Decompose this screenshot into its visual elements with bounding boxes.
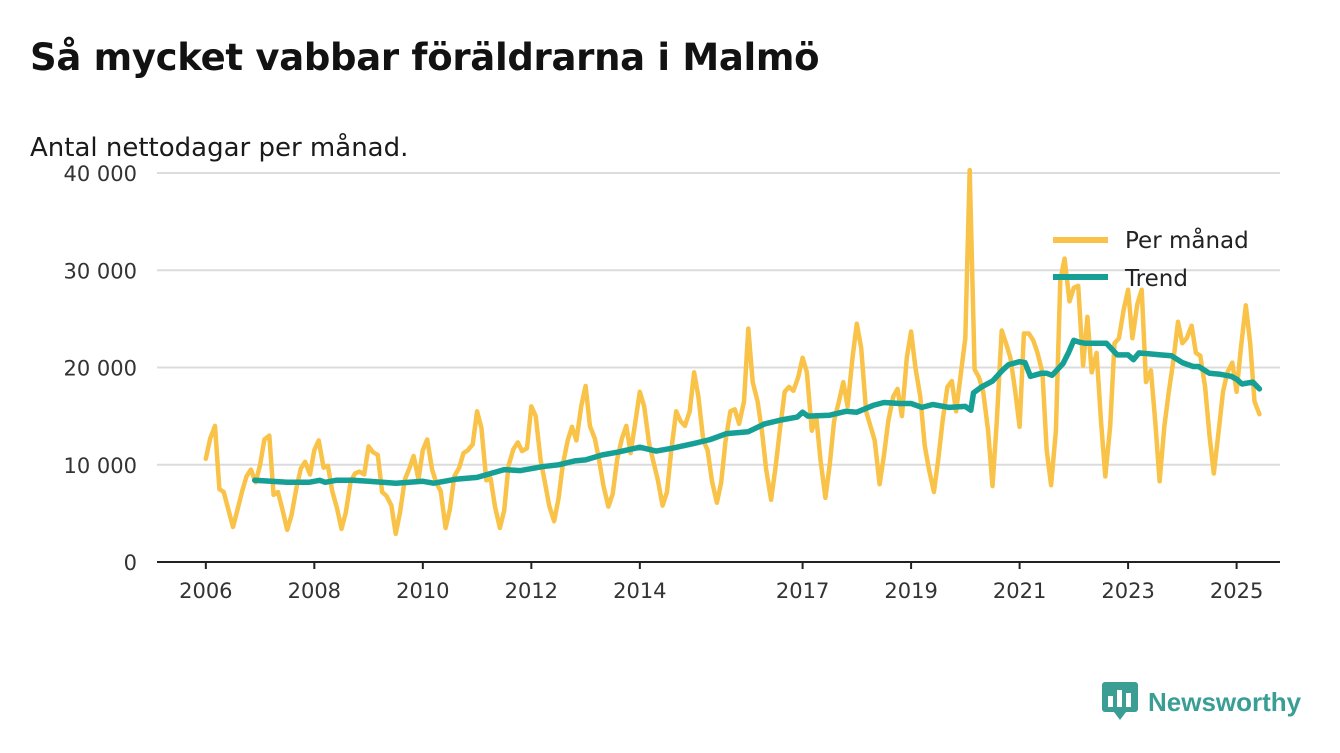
- y-tick-label: 20 000: [64, 357, 137, 381]
- y-tick-label: 30 000: [64, 259, 137, 283]
- chart-subtitle: Antal nettodagar per månad.: [30, 133, 409, 163]
- plot-area: [203, 167, 1263, 537]
- x-tick-label: 2025: [1210, 579, 1263, 603]
- series-line-trend: [251, 337, 1263, 486]
- series-line-per-manad: [203, 167, 1262, 537]
- x-tick-label: 2019: [884, 579, 937, 603]
- x-tick-label: 2012: [505, 579, 558, 603]
- newsworthy-logo-icon: [1102, 682, 1138, 720]
- brand-name: Newsworthy: [1148, 686, 1302, 717]
- x-tick-label: 2014: [613, 579, 666, 603]
- x-tick-label: 2021: [993, 579, 1046, 603]
- y-tick-label: 40 000: [64, 162, 137, 186]
- newsworthy-brand[interactable]: Newsworthy: [1102, 682, 1301, 722]
- legend-label-per-manad: Per månad: [1125, 226, 1249, 254]
- x-tick-label: 2017: [776, 579, 829, 603]
- chart-title: Så mycket vabbar föräldrarna i Malmö: [30, 36, 820, 79]
- legend-label-trend: Trend: [1124, 266, 1188, 292]
- x-tick-label: 2010: [396, 579, 449, 603]
- x-tick-label: 2008: [288, 579, 341, 603]
- x-tick-label: 2023: [1101, 579, 1154, 603]
- legend: Per månad Trend: [1053, 226, 1249, 292]
- y-tick-label: 0: [124, 551, 137, 575]
- y-tick-label: 10 000: [64, 454, 137, 478]
- x-tick-label: 2006: [179, 579, 232, 603]
- x-axis: 2006 2008 2010 2012 2014 2017 2019 2021 2023 2025: [157, 561, 1280, 603]
